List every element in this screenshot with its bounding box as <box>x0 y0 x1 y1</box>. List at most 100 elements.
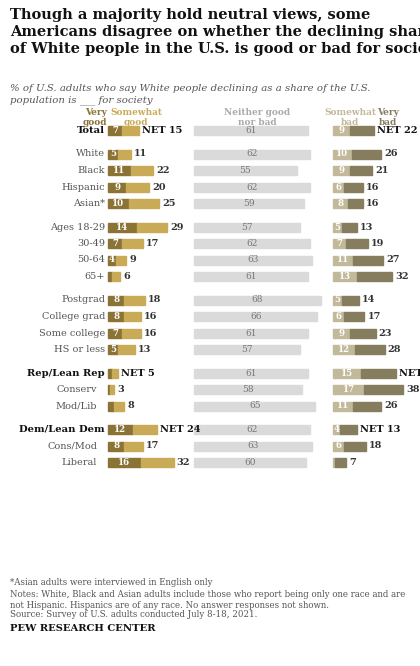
Bar <box>340 425 357 434</box>
Text: Postgrad: Postgrad <box>61 296 105 304</box>
Bar <box>349 126 374 135</box>
Text: 14: 14 <box>362 296 375 304</box>
Text: 12: 12 <box>338 345 350 354</box>
Text: 19: 19 <box>371 239 385 248</box>
Text: 5: 5 <box>335 222 341 232</box>
Bar <box>361 368 396 378</box>
Text: 7: 7 <box>112 126 118 135</box>
Text: 9: 9 <box>339 126 344 135</box>
Text: 61: 61 <box>245 328 257 338</box>
Text: 10: 10 <box>112 199 124 208</box>
Bar <box>108 149 118 159</box>
Bar <box>124 442 143 450</box>
Bar <box>342 222 357 232</box>
Text: 17: 17 <box>146 239 159 248</box>
Bar <box>124 312 141 321</box>
Bar <box>122 328 141 338</box>
Bar <box>108 458 141 467</box>
Text: 17: 17 <box>343 385 355 394</box>
Text: 17: 17 <box>146 442 159 450</box>
Bar <box>333 345 355 354</box>
Bar <box>333 296 342 304</box>
Text: Liberal: Liberal <box>62 458 97 467</box>
Text: 11: 11 <box>337 402 349 410</box>
Text: 61: 61 <box>245 368 257 378</box>
Text: HS or less: HS or less <box>54 345 105 354</box>
Text: 8: 8 <box>337 199 344 208</box>
Text: 57: 57 <box>241 345 253 354</box>
Text: White: White <box>76 149 105 159</box>
Text: NET 22: NET 22 <box>377 126 417 135</box>
Text: 15: 15 <box>341 368 353 378</box>
Text: 18: 18 <box>369 442 383 450</box>
Text: Though a majority hold neutral views, some
Americans disagree on whether the dec: Though a majority hold neutral views, so… <box>10 8 420 55</box>
Bar <box>333 239 346 248</box>
Bar <box>194 345 300 354</box>
Text: 30-49: 30-49 <box>77 239 105 248</box>
Text: 10: 10 <box>336 149 348 159</box>
Bar <box>133 425 157 434</box>
Text: NET 15: NET 15 <box>142 126 182 135</box>
Text: 55: 55 <box>239 166 251 175</box>
Text: Neither good
nor bad: Neither good nor bad <box>224 108 291 127</box>
Text: Hispanic: Hispanic <box>61 182 105 192</box>
Text: 38: 38 <box>406 385 420 394</box>
Bar <box>194 442 312 450</box>
Text: 32: 32 <box>395 272 409 281</box>
Bar <box>108 312 124 321</box>
Text: 26: 26 <box>384 402 398 410</box>
Text: 7: 7 <box>336 239 342 248</box>
Text: 11: 11 <box>337 256 349 264</box>
Bar <box>131 166 153 175</box>
Bar <box>194 385 302 394</box>
Text: College grad: College grad <box>42 312 105 321</box>
Text: 18: 18 <box>148 296 161 304</box>
Text: Very
bad: Very bad <box>377 108 399 127</box>
Bar <box>122 239 143 248</box>
Text: 28: 28 <box>388 345 401 354</box>
Bar <box>194 182 310 192</box>
Bar <box>112 272 120 281</box>
Text: 14: 14 <box>116 222 129 232</box>
Text: 63: 63 <box>247 256 259 264</box>
Bar <box>355 345 385 354</box>
Bar <box>357 272 392 281</box>
Text: 3: 3 <box>117 385 124 394</box>
Text: 62: 62 <box>246 239 257 248</box>
Bar <box>194 458 306 467</box>
Text: % of U.S. adults who say White people declining as a share of the U.S.
populatio: % of U.S. adults who say White people de… <box>10 84 370 105</box>
Bar <box>108 239 122 248</box>
Bar <box>108 368 112 378</box>
Text: 6: 6 <box>123 272 130 281</box>
Bar <box>108 256 116 264</box>
Text: 16: 16 <box>365 182 379 192</box>
Bar <box>335 458 346 467</box>
Bar <box>108 328 122 338</box>
Bar <box>108 166 131 175</box>
Bar <box>122 126 139 135</box>
Bar <box>194 368 308 378</box>
Bar <box>353 402 381 410</box>
Text: 57: 57 <box>241 222 253 232</box>
Text: 16: 16 <box>144 312 157 321</box>
Text: 62: 62 <box>246 149 257 159</box>
Bar <box>333 256 353 264</box>
Text: 60: 60 <box>244 458 256 467</box>
Text: 26: 26 <box>384 149 398 159</box>
Text: Asian*: Asian* <box>73 199 105 208</box>
Text: 16: 16 <box>118 458 131 467</box>
Text: 65+: 65+ <box>84 272 105 281</box>
Bar <box>333 402 353 410</box>
Bar <box>333 328 349 338</box>
Bar <box>136 222 168 232</box>
Text: 23: 23 <box>378 328 392 338</box>
Text: 58: 58 <box>242 385 254 394</box>
Bar <box>333 442 344 450</box>
Text: NET 13: NET 13 <box>360 425 400 434</box>
Bar <box>129 199 159 208</box>
Text: 68: 68 <box>252 296 263 304</box>
Bar <box>333 425 340 434</box>
Text: 50-64: 50-64 <box>77 256 105 264</box>
Text: 5: 5 <box>110 345 116 354</box>
Text: PEW RESEARCH CENTER: PEW RESEARCH CENTER <box>10 624 155 633</box>
